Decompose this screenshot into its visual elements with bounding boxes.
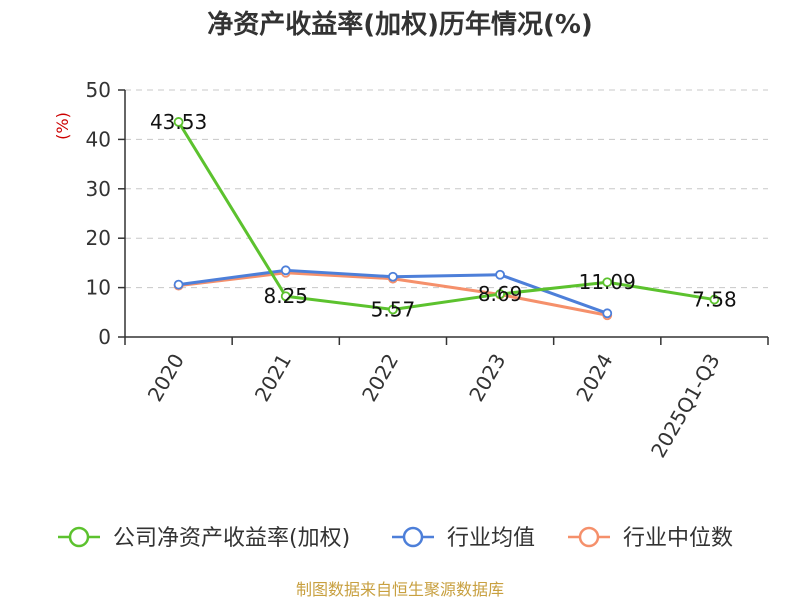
data-point[interactable]: [388, 271, 398, 282]
x-tick-label: 2024: [571, 350, 617, 406]
series-line: [177, 121, 715, 311]
data-label: 11.09: [579, 270, 636, 294]
data-label: 7.58: [692, 288, 737, 312]
data-label: 5.57: [371, 297, 416, 321]
data-point[interactable]: [173, 117, 184, 127]
gridlines: [125, 89, 768, 289]
legend-label: 行业中位数: [623, 526, 733, 551]
legend-swatch-marker: [402, 526, 424, 548]
data-point[interactable]: [388, 304, 398, 315]
data-point[interactable]: [173, 279, 184, 290]
data-label: 8.69: [478, 282, 523, 306]
legend-swatch-marker: [68, 526, 90, 548]
data-label: 43.53: [150, 110, 207, 134]
series-lines: [173, 117, 720, 321]
y-tick-label: 0: [98, 325, 111, 349]
x-tick-label: 2025Q1-Q3: [646, 350, 725, 462]
data-point[interactable]: [602, 308, 613, 319]
legend-label: 公司净资产收益率(加权): [113, 526, 350, 551]
data-point[interactable]: [709, 294, 720, 305]
y-axis-label: (%): [53, 112, 72, 140]
chart-title: 净资产收益率(加权)历年情况(%): [207, 9, 593, 40]
source-note: 制图数据来自恒生聚源数据库: [296, 580, 504, 599]
data-point[interactable]: [602, 277, 613, 288]
y-tick-label: 40: [86, 127, 111, 151]
y-tick-label: 50: [86, 78, 111, 102]
data-point[interactable]: [280, 265, 291, 276]
x-tick-label: 2022: [357, 350, 403, 406]
data-point[interactable]: [495, 269, 505, 280]
y-tick-label: 20: [86, 226, 111, 250]
data-labels: 43.53 8.25 5.57 8.69 11.09 7.58: [150, 110, 737, 322]
data-label: 8.25: [263, 284, 308, 308]
legend-item[interactable]: 行业均值: [392, 526, 535, 551]
y-tick-label: 30: [86, 177, 111, 201]
x-tick-label: 2020: [143, 350, 189, 406]
data-point[interactable]: [495, 289, 505, 299]
legend-label: 行业均值: [447, 526, 535, 551]
data-point[interactable]: [280, 291, 291, 302]
legend-swatch-marker: [578, 526, 600, 548]
x-tick-label: 2023: [464, 350, 510, 406]
x-tick-label: 2021: [250, 350, 296, 406]
legend-item[interactable]: 行业中位数: [568, 526, 733, 551]
y-tick-label: 10: [86, 276, 111, 300]
legend-item[interactable]: 公司净资产收益率(加权): [58, 526, 350, 551]
legend[interactable]: 公司净资产收益率(加权) 行业均值 行业中位数: [58, 526, 733, 551]
